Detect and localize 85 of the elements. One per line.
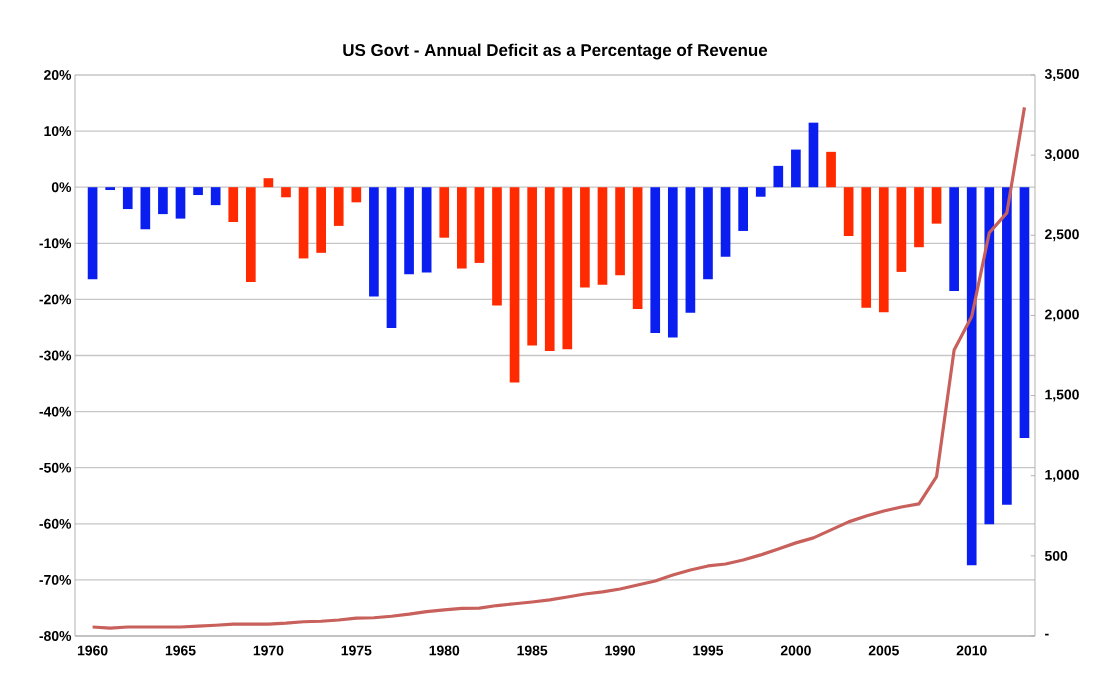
x-tick-label: 1990 [605,645,635,656]
bar [580,187,590,288]
bar [632,187,643,309]
bar [527,187,537,346]
bar [474,187,485,263]
y2-tick-label: 3,000 [1044,149,1079,162]
bar [966,187,977,566]
bar [228,187,239,222]
bar [650,187,661,334]
bar [931,187,942,224]
bar [404,187,414,275]
bar [509,187,520,383]
y-tick-label: -50% [39,462,72,473]
bar [281,187,291,198]
bar [210,187,221,206]
y2-tick-label: 2,000 [1045,309,1079,322]
bar [263,178,274,188]
bar [193,187,203,196]
x-tick-label: 1975 [341,645,372,656]
y2-tick-label: - [1045,633,1049,636]
x-tick-label: 1980 [429,645,460,656]
bar [316,187,326,253]
y-tick-label: 10% [44,126,72,137]
bar [1019,187,1030,438]
bar [773,165,784,188]
y-tick-label: -70% [39,574,72,585]
bar [597,187,608,285]
bar [1002,187,1012,505]
bar [122,187,133,210]
bar [140,187,151,230]
bar [914,187,924,248]
bar [615,187,625,276]
y2-tick-label: 1,000 [1045,469,1079,482]
bar [791,149,801,188]
x-tick-label: 2005 [868,645,899,656]
bar [456,187,467,269]
bar [949,187,959,291]
bar [421,187,432,273]
bar [369,187,379,297]
bar [439,187,450,238]
x-tick-label: 1995 [693,645,724,656]
y-tick-label: -40% [39,406,72,417]
bar [861,187,872,308]
bar [87,187,98,280]
bar [386,187,397,328]
bar [984,187,995,525]
bar [175,187,186,219]
x-tick-label: 2000 [780,645,811,656]
bar [492,187,502,306]
bar [878,187,889,313]
y-tick-label: -20% [39,294,72,305]
y2-tick-label: 2,500 [1045,229,1079,242]
bar [843,187,854,236]
bar [896,187,907,272]
bar [720,187,731,257]
bar [703,187,713,280]
x-tick-label: 1985 [517,645,548,656]
y-tick-label: -80% [39,631,72,641]
bar [826,151,836,188]
x-tick-label: 1960 [77,645,108,656]
bar [562,187,573,350]
bar [245,187,256,282]
bar [808,122,819,188]
y2-tick-label: 3,500 [1044,69,1079,81]
bar [544,187,555,351]
y-tick-label: -30% [39,350,72,361]
y-tick-label: -10% [39,238,72,249]
bar [755,187,766,197]
bar [738,187,748,231]
y-tick-label: 20% [44,70,72,80]
y-tick-label: 0% [51,182,72,193]
bar [351,187,362,203]
bar [333,187,344,226]
y2-tick-label: 1,500 [1045,389,1079,402]
y-tick-label: -60% [39,518,72,529]
chart-title: US Govt - Annual Deficit as a Percentage of Revenue [343,43,768,60]
x-tick-label: 1965 [165,645,196,656]
bar [685,187,696,313]
bar [667,187,678,338]
x-tick-label: 2010 [956,645,987,656]
bar [298,187,309,259]
bar [105,187,115,190]
x-tick-label: 1970 [253,645,284,656]
bar [158,187,168,215]
y2-tick-label: 500 [1044,550,1068,561]
